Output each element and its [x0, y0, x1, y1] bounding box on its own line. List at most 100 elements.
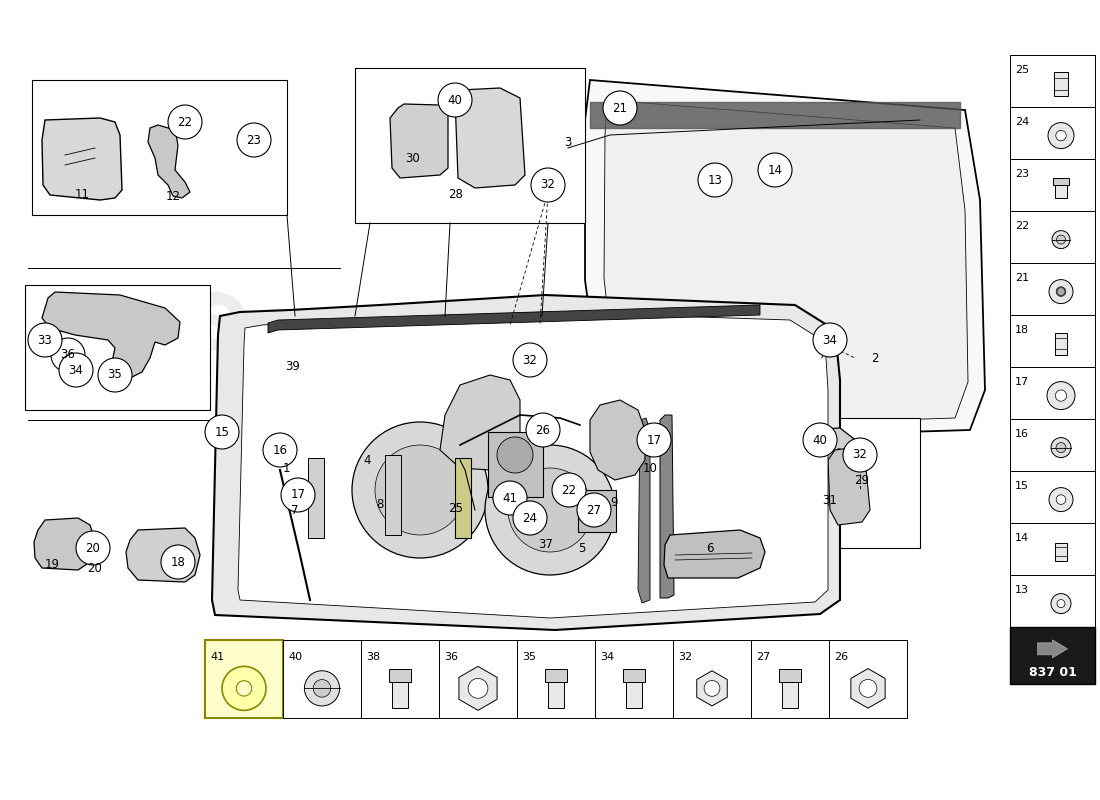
- Polygon shape: [459, 666, 497, 710]
- FancyBboxPatch shape: [1055, 333, 1067, 354]
- Text: 35: 35: [522, 652, 536, 662]
- FancyBboxPatch shape: [1010, 523, 1094, 575]
- Polygon shape: [851, 669, 886, 708]
- FancyBboxPatch shape: [1010, 107, 1094, 159]
- Circle shape: [585, 499, 609, 523]
- Text: 11: 11: [75, 189, 89, 202]
- Circle shape: [531, 168, 565, 202]
- Text: 32: 32: [678, 652, 692, 662]
- FancyBboxPatch shape: [385, 455, 402, 535]
- Polygon shape: [660, 415, 674, 598]
- Polygon shape: [390, 104, 448, 178]
- Polygon shape: [1037, 640, 1067, 658]
- Text: 17: 17: [1015, 377, 1030, 387]
- FancyBboxPatch shape: [439, 640, 517, 718]
- FancyBboxPatch shape: [779, 669, 801, 682]
- Text: 21: 21: [613, 102, 627, 114]
- FancyBboxPatch shape: [205, 640, 283, 718]
- Polygon shape: [455, 88, 525, 188]
- Circle shape: [803, 423, 837, 457]
- Circle shape: [578, 493, 610, 527]
- Circle shape: [375, 445, 465, 535]
- Text: 13: 13: [1015, 585, 1028, 595]
- FancyBboxPatch shape: [517, 640, 595, 718]
- Text: 27: 27: [586, 503, 602, 517]
- Text: 18: 18: [170, 555, 186, 569]
- FancyBboxPatch shape: [1010, 315, 1094, 367]
- FancyBboxPatch shape: [488, 432, 543, 497]
- Circle shape: [263, 433, 297, 467]
- Circle shape: [1055, 390, 1067, 402]
- Circle shape: [859, 679, 877, 698]
- Polygon shape: [828, 448, 870, 525]
- Text: 33: 33: [37, 334, 53, 346]
- Circle shape: [513, 501, 547, 535]
- FancyBboxPatch shape: [355, 68, 585, 223]
- Circle shape: [1052, 230, 1070, 249]
- Text: 25: 25: [449, 502, 463, 514]
- Text: 29: 29: [855, 474, 869, 486]
- Polygon shape: [34, 518, 95, 570]
- Text: 31: 31: [823, 494, 837, 506]
- Circle shape: [161, 545, 195, 579]
- Text: 32: 32: [522, 354, 538, 366]
- Text: 23: 23: [1015, 169, 1030, 179]
- Polygon shape: [268, 305, 760, 333]
- Text: 36: 36: [444, 652, 458, 662]
- Text: 21: 21: [1015, 273, 1030, 283]
- FancyBboxPatch shape: [578, 490, 616, 532]
- Circle shape: [1056, 494, 1066, 505]
- Text: 27: 27: [756, 652, 770, 662]
- FancyBboxPatch shape: [1010, 471, 1094, 523]
- Polygon shape: [440, 375, 520, 470]
- Text: 7: 7: [292, 503, 299, 517]
- Circle shape: [493, 481, 527, 515]
- Text: 14: 14: [1015, 533, 1030, 543]
- Text: 38: 38: [366, 652, 381, 662]
- Text: 32: 32: [852, 449, 868, 462]
- FancyBboxPatch shape: [790, 418, 920, 548]
- FancyBboxPatch shape: [673, 640, 751, 718]
- Text: 13: 13: [707, 174, 723, 186]
- FancyBboxPatch shape: [283, 640, 361, 718]
- FancyBboxPatch shape: [624, 669, 645, 682]
- FancyBboxPatch shape: [829, 640, 907, 718]
- Text: 5: 5: [579, 542, 585, 554]
- Circle shape: [314, 679, 331, 697]
- Circle shape: [1049, 280, 1072, 304]
- Circle shape: [758, 153, 792, 187]
- Circle shape: [485, 445, 615, 575]
- FancyBboxPatch shape: [25, 285, 210, 410]
- FancyBboxPatch shape: [1010, 627, 1094, 684]
- Circle shape: [1056, 130, 1066, 141]
- Text: 36: 36: [60, 349, 76, 362]
- Circle shape: [552, 473, 586, 507]
- Polygon shape: [212, 295, 840, 630]
- Text: 14: 14: [768, 163, 782, 177]
- Text: 22: 22: [177, 115, 192, 129]
- Circle shape: [497, 437, 534, 473]
- Circle shape: [438, 83, 472, 117]
- Circle shape: [603, 91, 637, 125]
- FancyBboxPatch shape: [1010, 55, 1094, 107]
- Circle shape: [1049, 488, 1072, 512]
- Text: 9: 9: [610, 495, 618, 509]
- Circle shape: [704, 681, 719, 696]
- Text: 41: 41: [503, 491, 517, 505]
- Circle shape: [1048, 122, 1074, 149]
- Circle shape: [1047, 382, 1075, 410]
- Circle shape: [1056, 442, 1066, 453]
- Circle shape: [222, 666, 266, 710]
- Text: 2: 2: [871, 351, 879, 365]
- FancyBboxPatch shape: [751, 640, 829, 718]
- Circle shape: [59, 353, 94, 387]
- FancyBboxPatch shape: [393, 669, 408, 708]
- Text: 28: 28: [449, 189, 463, 202]
- FancyBboxPatch shape: [1010, 367, 1094, 419]
- Text: 17: 17: [647, 434, 661, 446]
- Text: 24: 24: [522, 511, 538, 525]
- Circle shape: [280, 478, 315, 512]
- Text: 22: 22: [1015, 221, 1030, 231]
- FancyBboxPatch shape: [455, 458, 471, 538]
- Text: 16: 16: [1015, 429, 1028, 439]
